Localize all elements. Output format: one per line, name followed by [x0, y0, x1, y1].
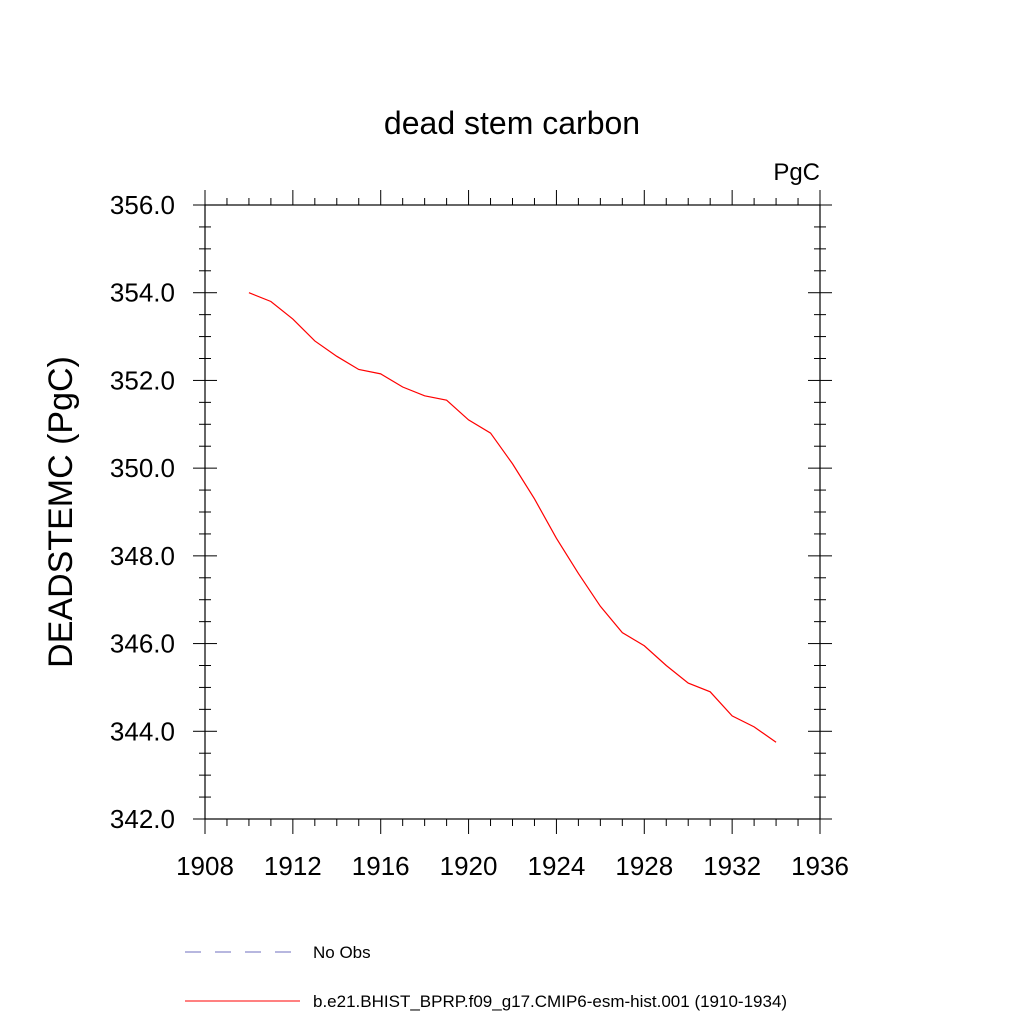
y-tick-label: 352.0 [110, 365, 175, 395]
y-tick-labels: 342.0 344.0 346.0 348.0 350.0 352.0 354.0 356.0 [110, 190, 175, 834]
x-tick-label: 1908 [176, 851, 234, 881]
x-tick-label: 1936 [791, 851, 849, 881]
y-tick-label: 350.0 [110, 453, 175, 483]
x-tick-label: 1920 [440, 851, 498, 881]
axis-ticks [193, 190, 832, 834]
x-tick-label: 1916 [352, 851, 410, 881]
legend: No Obs b.e21.BHIST_BPRP.f09_g17.CMIP6-es… [185, 943, 787, 1011]
series-layer [248, 292, 777, 743]
x-tick-label: 1912 [264, 851, 322, 881]
units-label: PgC [773, 159, 820, 186]
y-tick-label: 344.0 [110, 716, 175, 746]
y-tick-label: 346.0 [110, 629, 175, 659]
y-tick-label: 356.0 [110, 190, 175, 220]
legend-label-no-obs: No Obs [313, 943, 371, 962]
chart-title: dead stem carbon [384, 105, 640, 141]
x-tick-label: 1932 [703, 851, 761, 881]
y-axis-label: DEADSTEMC (PgC) [42, 356, 80, 668]
y-tick-label: 342.0 [110, 804, 175, 834]
x-tick-label: 1924 [528, 851, 586, 881]
legend-label-model: b.e21.BHIST_BPRP.f09_g17.CMIP6-esm-hist.… [313, 992, 787, 1011]
x-tick-label: 1928 [615, 851, 673, 881]
series-line-model [248, 292, 777, 743]
y-tick-label: 354.0 [110, 278, 175, 308]
plot-frame [204, 204, 821, 820]
y-tick-label: 348.0 [110, 541, 175, 571]
x-tick-labels: 1908 1912 1916 1920 1924 1928 1932 1936 [176, 851, 849, 881]
